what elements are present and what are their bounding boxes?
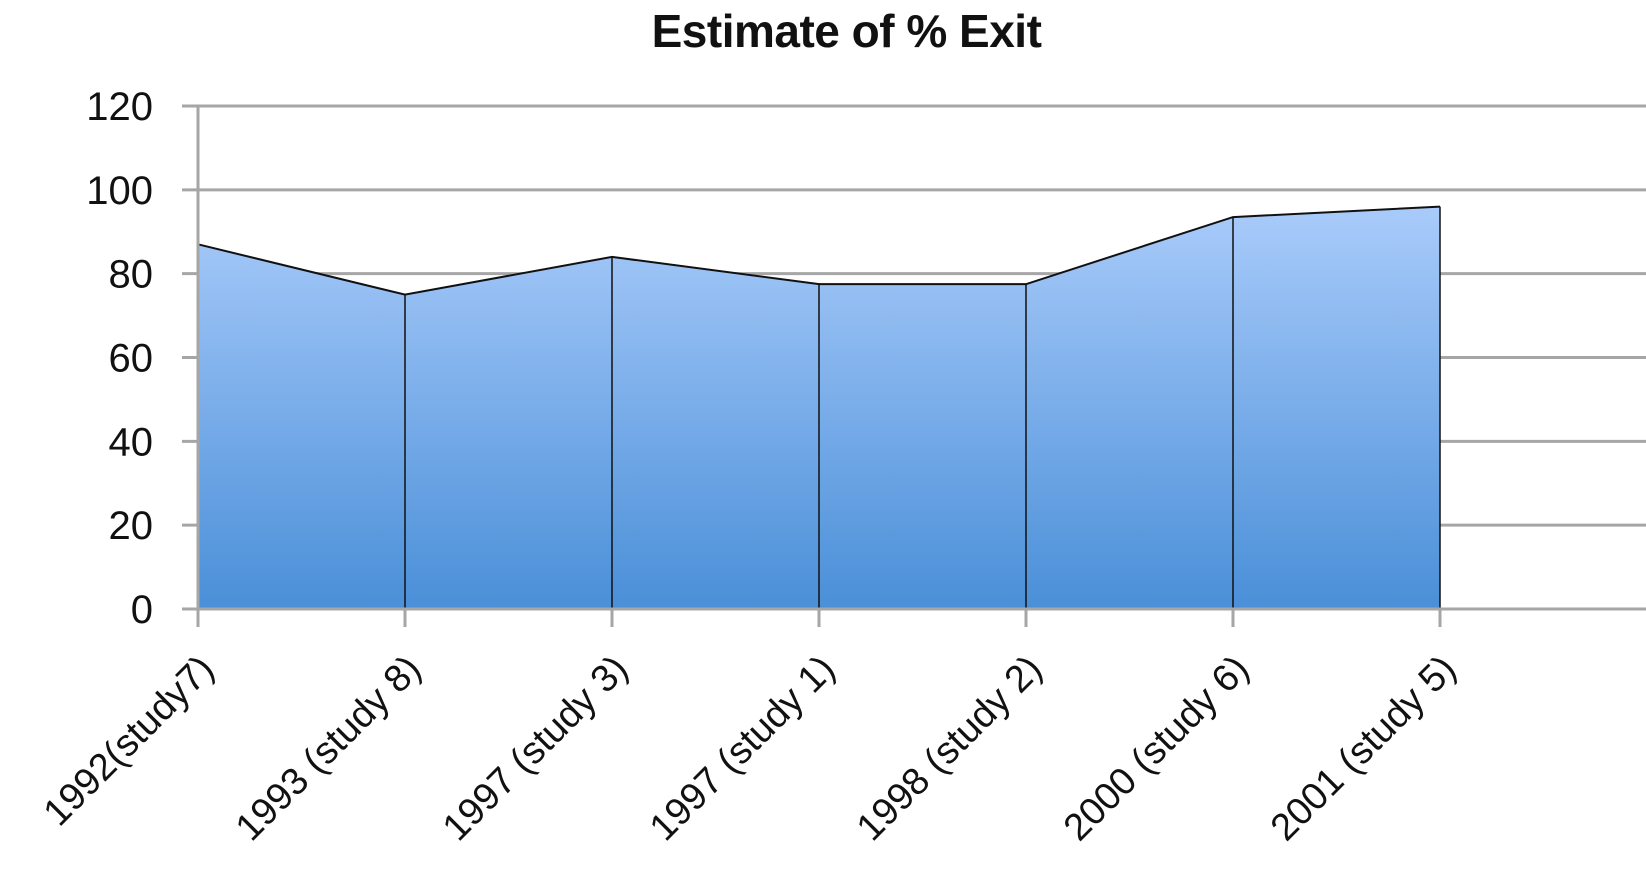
x-tick-label-6: 2000 (study 6) — [1056, 648, 1257, 849]
y-tick-label-80: 80 — [109, 253, 154, 297]
area-series — [197, 205, 1441, 609]
x-tick-label-5: 1998 (study 2) — [849, 648, 1050, 849]
x-tick-label-4: 1997 (study 1) — [642, 648, 843, 849]
y-tick-label-0: 0 — [131, 588, 153, 632]
x-axis-tick-labels: 1992(study7) 1993 (study 8) 1997 (study 3)… — [36, 648, 1465, 849]
axes — [182, 106, 1646, 627]
x-tick-label-7: 2001 (study 5) — [1263, 648, 1464, 849]
y-tick-label-40: 40 — [109, 420, 154, 464]
y-axis-tick-labels: 0 20 40 60 80 100 120 — [86, 85, 153, 632]
x-tick-label-1: 1992(study7) — [36, 648, 223, 835]
x-tick-label-3: 1997 (study 3) — [435, 648, 636, 849]
chart-title: Estimate of % Exit — [651, 5, 1042, 57]
y-tick-label-60: 60 — [109, 337, 154, 381]
y-tick-label-100: 100 — [86, 169, 153, 213]
y-tick-label-20: 20 — [109, 504, 154, 548]
x-tick-label-2: 1993 (study 8) — [228, 648, 429, 849]
y-tick-label-120: 120 — [86, 85, 153, 129]
